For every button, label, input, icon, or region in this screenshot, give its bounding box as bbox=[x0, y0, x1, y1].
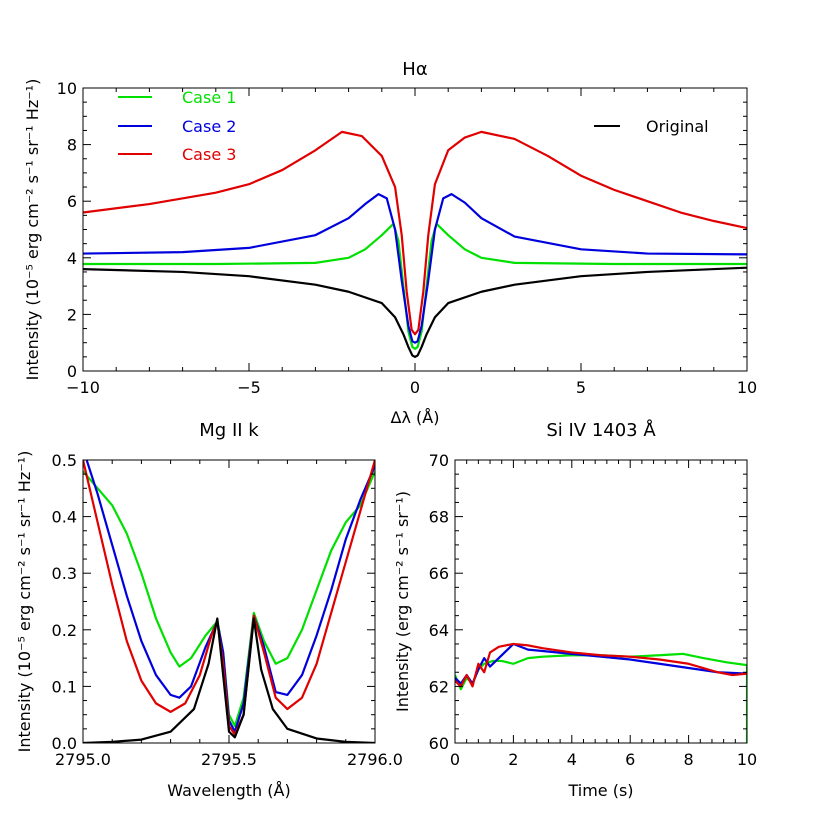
y-tick-label: 0.4 bbox=[52, 508, 77, 527]
series-line-case-3 bbox=[455, 642, 747, 688]
y-tick-label: 0.1 bbox=[52, 677, 77, 696]
x-tick-label: 2 bbox=[508, 750, 518, 769]
x-tick-label: 8 bbox=[684, 750, 694, 769]
chart-panel-2: 2795.0 2795.5 2796.0 0.0 0.1 0.2 0.3 0.4 0.5 Mg I… bbox=[15, 420, 403, 800]
series-line-case-1 bbox=[83, 222, 747, 351]
plot-frame bbox=[82, 459, 376, 744]
y-tick-label: 68 bbox=[429, 508, 449, 527]
y-axis-label: Intensity (10⁻⁵ erg cm⁻² s⁻¹ sr⁻¹ Hz⁻¹) bbox=[23, 79, 42, 381]
x-tick-label: 2796.0 bbox=[347, 750, 403, 769]
y-axis-label: Intensity (10⁻⁵ erg cm⁻² s⁻¹ sr⁻¹ Hz⁻¹) bbox=[15, 451, 34, 753]
x-tick-label: −10 bbox=[66, 378, 100, 397]
series-line-case-2 bbox=[85, 460, 375, 733]
y-axis-label: Intensity (erg cm⁻² s⁻¹ sr⁻¹) bbox=[393, 491, 412, 712]
y-tick-label: 62 bbox=[429, 677, 449, 696]
x-tick-label: 0 bbox=[450, 750, 460, 769]
y-tick-label: 0.5 bbox=[52, 451, 77, 470]
legend-label-original: Original bbox=[646, 117, 709, 136]
x-axis-label: Time (s) bbox=[567, 781, 633, 800]
legend-label-case-3: Case 3 bbox=[182, 145, 236, 164]
x-tick-label: 4 bbox=[567, 750, 577, 769]
plot-frame bbox=[454, 459, 748, 744]
y-tick-label: 70 bbox=[429, 451, 449, 470]
chart-title: Mg II k bbox=[199, 420, 259, 441]
x-axis-label: Δλ (Å) bbox=[391, 408, 440, 427]
series-line-case-2 bbox=[83, 193, 747, 344]
series-line-original bbox=[83, 266, 747, 358]
x-axis-label: Wavelength (Å) bbox=[167, 781, 290, 800]
y-tick-label: 8 bbox=[67, 136, 77, 155]
y-tick-label: 0.2 bbox=[52, 621, 77, 640]
y-tick-label: 2 bbox=[67, 305, 77, 324]
x-tick-label: 5 bbox=[576, 378, 586, 397]
x-tick-label: 6 bbox=[625, 750, 635, 769]
series-line-case-3 bbox=[83, 130, 747, 336]
y-tick-label: 64 bbox=[429, 621, 449, 640]
y-tick-label: 0 bbox=[67, 362, 77, 381]
series-line-original bbox=[83, 617, 375, 743]
x-tick-label: 10 bbox=[737, 750, 757, 769]
y-tick-label: 0.3 bbox=[52, 564, 77, 583]
y-tick-label: 60 bbox=[429, 734, 449, 753]
legend-label-case-2: Case 2 bbox=[182, 117, 236, 136]
x-tick-label: 10 bbox=[737, 378, 757, 397]
chart-title: Hα bbox=[402, 59, 427, 80]
y-tick-label: 6 bbox=[67, 192, 77, 211]
y-tick-label: 4 bbox=[67, 249, 77, 268]
legend-label-case-1: Case 1 bbox=[182, 88, 236, 107]
x-tick-label: 2795.0 bbox=[55, 750, 111, 769]
y-tick-label: 10 bbox=[57, 79, 77, 98]
chart-panel-1: −10 −5 0 5 10 0 2 4 6 8 10 Hα Δλ (Å) Intensity (10⁻⁵ … bbox=[23, 59, 757, 427]
chart-title: Si IV 1403 Å bbox=[546, 419, 656, 441]
x-tick-label: 0 bbox=[410, 378, 420, 397]
x-tick-label: 2795.5 bbox=[201, 750, 257, 769]
series-line-case-2 bbox=[455, 642, 747, 685]
y-tick-label: 66 bbox=[429, 564, 449, 583]
y-tick-label: 0.0 bbox=[52, 734, 77, 753]
x-tick-label: −5 bbox=[237, 378, 261, 397]
